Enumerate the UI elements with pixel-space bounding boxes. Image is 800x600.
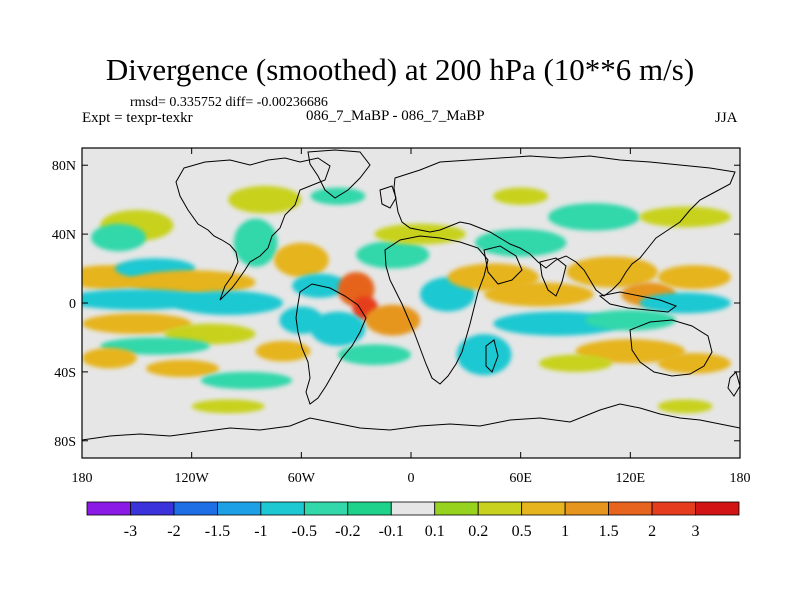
colorbar-label-11: 1.5 (599, 523, 619, 540)
coastline-arabia (483, 245, 523, 285)
field-anomaly-32 (566, 256, 658, 288)
x-tick-label-6: 180 (730, 471, 751, 486)
field-anomaly-34 (657, 265, 731, 290)
x-tick-label-3: 0 (408, 471, 415, 486)
x-tick-label-5: 120E (616, 471, 646, 486)
colorbar-label-8: 0.2 (468, 523, 488, 540)
colorbar-box-12 (608, 501, 653, 516)
colorbar-box-1 (130, 501, 175, 516)
colorbar-label-0: -3 (124, 523, 137, 540)
coastline-south-america (295, 283, 367, 405)
coastline-greenland (307, 149, 371, 199)
field-anomaly-12 (200, 371, 293, 390)
field-anomaly-45 (191, 399, 265, 414)
colorbar-box-7 (390, 501, 436, 516)
x-tick-label-1: 120W (175, 471, 210, 486)
field-anomaly-42 (493, 187, 549, 205)
experiment-label: Expt = texpr-texkr (82, 110, 193, 126)
coastline-africa (384, 235, 489, 385)
field-anomaly-35 (639, 292, 731, 314)
colorbar-label-2: -1.5 (205, 523, 230, 540)
colorbar-label-4: -0.5 (292, 523, 317, 540)
field-anomaly-15 (233, 218, 278, 267)
y-tick-label-3: 40S (54, 366, 76, 381)
coastline-australia (629, 319, 713, 377)
field-anomaly-13 (255, 340, 311, 362)
coastline-antarctica (82, 403, 740, 441)
colorbar-label-1: -2 (167, 523, 180, 540)
colorbar-box-4 (260, 501, 305, 516)
stats-label: rmsd= 0.335752 diff= -0.00236686 (130, 95, 328, 110)
colorbar-box-5 (303, 501, 349, 516)
coastline-india (539, 257, 567, 297)
field-anomaly-37 (575, 339, 686, 364)
field-anomaly-39 (538, 354, 613, 372)
field-anomaly-20 (365, 304, 421, 336)
colorbar-label-12: 2 (648, 523, 656, 540)
colorbar-label-9: 0.5 (512, 523, 532, 540)
field-anomaly-9 (100, 337, 210, 355)
field-anomaly-6 (173, 290, 284, 316)
x-tick-label-4: 60E (509, 471, 532, 486)
x-tick-label-0: 180 (72, 471, 93, 486)
axes: 180 120W 60W 0 60E 120E 180 80N 40N 0 40S 80S (52, 148, 751, 486)
field-anomaly-21 (310, 311, 366, 347)
field-anomaly-10 (82, 347, 137, 369)
y-tick-label-4: 80S (54, 435, 76, 450)
field-anomaly-41 (639, 206, 731, 228)
colorbar-label-7: 0.1 (425, 523, 445, 540)
coastline-eurasia (393, 155, 736, 297)
colorbar-label-13: 3 (692, 523, 700, 540)
colorbar-label-3: -1 (254, 523, 267, 540)
colorbar-box-11 (564, 501, 610, 516)
colorbar-box-10 (521, 501, 566, 516)
field-anomaly-29 (474, 228, 567, 257)
coastline-new-zealand (727, 371, 740, 397)
season-label: JJA (715, 110, 738, 126)
field-anomaly-16 (273, 242, 329, 278)
colorbar-box-0 (86, 501, 131, 516)
y-tick-label-2: 0 (69, 297, 76, 312)
field-anomaly-40 (548, 203, 640, 231)
coastlines (82, 149, 740, 441)
field-anomaly-30 (456, 334, 512, 376)
colorbar-box-9 (477, 501, 523, 516)
chart-title: Divergence (smoothed) at 200 hPa (10**6 … (105, 52, 695, 87)
field-anomaly-22 (279, 306, 324, 334)
field-anomaly-7 (82, 313, 192, 334)
x-tick-label-2: 60W (288, 471, 316, 486)
case-label: 086_7_MaBP - 086_7_MaBP (306, 108, 485, 124)
coastline-maritime (598, 291, 678, 313)
field-anomaly-36 (584, 309, 677, 331)
y-tick-label-0: 80N (52, 159, 76, 174)
y-tick-label-1: 40N (52, 228, 76, 243)
field-anomaly-1 (91, 223, 146, 252)
field-anomaly-44 (657, 399, 713, 414)
field-anomaly-28 (484, 282, 594, 307)
colorbar-box-13 (651, 501, 696, 516)
field-anomaly-14 (228, 185, 302, 214)
field-anomaly-25 (374, 223, 466, 245)
colorbar-label-5: -0.2 (335, 523, 360, 540)
field-anomaly-38 (657, 352, 731, 374)
coastline-uk (379, 185, 397, 209)
coastline-madagascar (485, 339, 499, 373)
colorbar-box-8 (434, 501, 479, 516)
colorbar-label-6: -0.1 (379, 523, 404, 540)
field-layer (82, 185, 731, 414)
colorbar-box-3 (216, 501, 262, 516)
colorbar-box-14 (695, 501, 740, 516)
colorbar: -3 -2 -1.5 -1 -0.5 -0.2 -0.1 0.1 0.2 0.5 1 1.5 2 3 (86, 501, 740, 540)
colorbar-box-2 (173, 501, 218, 516)
colorbar-label-10: 1 (561, 523, 569, 540)
colorbar-box-6 (347, 501, 392, 516)
field-anomaly-24 (356, 241, 430, 269)
field-anomaly-11 (145, 359, 220, 378)
coastline-north-america (175, 157, 331, 301)
field-anomaly-23 (337, 344, 412, 365)
